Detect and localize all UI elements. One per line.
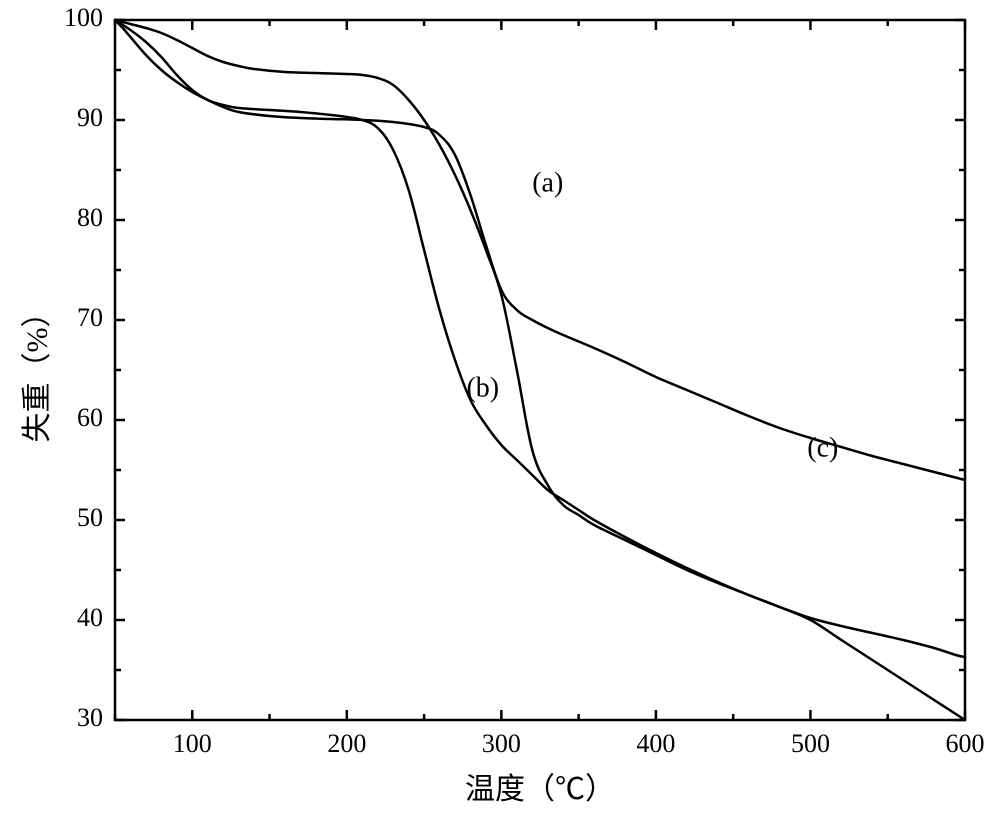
series-label-c: (c): [807, 432, 838, 463]
y-tick-label: 40: [77, 603, 103, 632]
x-tick-label: 600: [946, 729, 985, 758]
x-tick-label: 200: [327, 729, 366, 758]
y-axis-label: 失重（%）: [21, 298, 54, 443]
chart-background: [0, 0, 1000, 838]
y-tick-label: 50: [77, 503, 103, 532]
series-label-b: (b): [466, 372, 499, 403]
x-tick-label: 500: [791, 729, 830, 758]
x-tick-label: 400: [636, 729, 675, 758]
y-tick-label: 30: [77, 703, 103, 732]
y-tick-label: 90: [77, 103, 103, 132]
chart-svg: 100 200 300 400 500 600 30 40 50 60 70 80 90 100 (a) (…: [0, 0, 1000, 838]
y-tick-label: 60: [77, 403, 103, 432]
x-tick-label: 300: [482, 729, 521, 758]
tga-chart: 100 200 300 400 500 600 30 40 50 60 70 80 90 100 (a) (…: [0, 0, 1000, 838]
series-label-a: (a): [532, 167, 563, 198]
x-tick-label: 100: [173, 729, 212, 758]
y-tick-label: 70: [77, 303, 103, 332]
y-tick-label: 100: [64, 3, 103, 32]
x-axis-label: 温度（℃）: [465, 773, 615, 806]
y-tick-label: 80: [77, 203, 103, 232]
